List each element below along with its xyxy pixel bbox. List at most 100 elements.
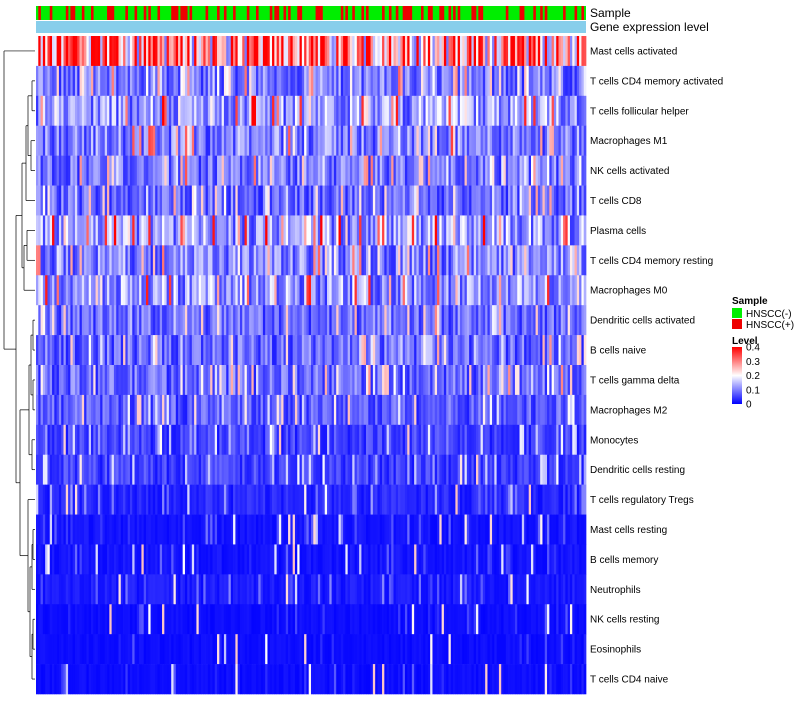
heatmap-cell xyxy=(41,156,44,186)
heatmap-cell xyxy=(490,485,493,515)
heatmap-cell xyxy=(329,515,332,545)
heatmap-cell xyxy=(73,66,76,96)
heatmap-cell xyxy=(494,574,497,604)
heatmap-cell xyxy=(394,275,397,305)
heatmap-cell xyxy=(339,275,342,305)
heatmap-cell xyxy=(38,335,41,365)
heatmap-cell xyxy=(515,215,518,245)
heatmap-cell xyxy=(38,515,41,545)
heatmap-cell xyxy=(105,574,108,604)
heatmap-cell xyxy=(36,305,39,335)
heatmap-cell xyxy=(151,485,154,515)
heatmap-cell xyxy=(196,66,199,96)
heatmap-cell xyxy=(137,245,140,275)
heatmap-cell xyxy=(400,365,403,395)
heatmap-cell xyxy=(102,275,105,305)
heatmap-cell xyxy=(572,544,575,574)
heatmap-cell xyxy=(540,96,543,126)
heatmap-cell xyxy=(258,156,261,186)
heatmap-cell xyxy=(428,96,431,126)
heatmap-cell xyxy=(547,395,550,425)
heatmap-cell xyxy=(357,66,360,96)
heatmap-cell xyxy=(125,245,128,275)
heatmap-cell xyxy=(160,36,163,66)
heatmap-cell xyxy=(144,156,147,186)
heatmap-cell xyxy=(474,485,477,515)
heatmap-cell xyxy=(581,544,584,574)
heatmap-cell xyxy=(403,425,406,455)
heatmap-cell xyxy=(387,455,390,485)
heatmap-cell xyxy=(483,36,486,66)
heatmap-cell xyxy=(210,365,213,395)
heatmap-cell xyxy=(419,604,422,634)
heatmap-cell xyxy=(325,604,328,634)
heatmap-cell xyxy=(366,66,369,96)
heatmap-cell xyxy=(277,186,280,216)
heatmap-cell xyxy=(435,604,438,634)
heatmap-cell xyxy=(437,186,440,216)
heatmap-cell xyxy=(148,335,151,365)
heatmap-cell xyxy=(137,305,140,335)
heatmap-cell xyxy=(288,126,291,156)
heatmap-cell xyxy=(199,96,202,126)
heatmap-cell xyxy=(290,215,293,245)
heatmap-cell xyxy=(43,604,46,634)
heatmap-cell xyxy=(180,515,183,545)
heatmap-cell xyxy=(144,485,147,515)
heatmap-cell xyxy=(449,66,452,96)
heatmap-cell xyxy=(559,574,562,604)
heatmap-cell xyxy=(300,485,303,515)
heatmap-cell xyxy=(531,515,534,545)
heatmap-cell xyxy=(70,66,73,96)
heatmap-cell xyxy=(490,604,493,634)
heatmap-cell xyxy=(501,66,504,96)
heatmap-cell xyxy=(490,455,493,485)
heatmap-cell xyxy=(549,515,552,545)
heatmap-cell xyxy=(192,455,195,485)
heatmap-cell xyxy=(254,455,257,485)
heatmap-cell xyxy=(465,485,468,515)
heatmap-cell xyxy=(517,245,520,275)
heatmap-cell xyxy=(453,36,456,66)
heatmap-cell xyxy=(531,66,534,96)
heatmap-cell xyxy=(277,215,280,245)
heatmap-cell xyxy=(304,335,307,365)
heatmap-cell xyxy=(325,574,328,604)
heatmap-cell xyxy=(201,544,204,574)
heatmap-cell xyxy=(492,126,495,156)
heatmap-cell xyxy=(515,186,518,216)
heatmap-cell xyxy=(350,365,353,395)
heatmap-cell xyxy=(483,485,486,515)
heatmap-cell xyxy=(254,66,257,96)
heatmap-cell xyxy=(144,634,147,664)
heatmap-cell xyxy=(137,515,140,545)
heatmap-cell xyxy=(467,96,470,126)
heatmap-cell xyxy=(508,425,511,455)
heatmap-cell xyxy=(522,485,525,515)
heatmap-cell xyxy=(50,395,53,425)
heatmap-cell xyxy=(80,245,83,275)
heatmap-cell xyxy=(538,335,541,365)
heatmap-cell xyxy=(251,215,254,245)
heatmap-cell xyxy=(112,544,115,574)
heatmap-cell xyxy=(121,425,124,455)
heatmap-cell xyxy=(57,66,60,96)
heatmap-cell xyxy=(442,66,445,96)
heatmap-cell xyxy=(442,36,445,66)
heatmap-cell xyxy=(568,215,571,245)
heatmap-cell xyxy=(192,36,195,66)
heatmap-cell xyxy=(217,574,220,604)
heatmap-cell xyxy=(345,335,348,365)
heatmap-cell xyxy=(180,544,183,574)
heatmap-cell xyxy=(494,395,497,425)
heatmap-cell xyxy=(568,156,571,186)
heatmap-cell xyxy=(423,395,426,425)
heatmap-cell xyxy=(556,544,559,574)
heatmap-cell xyxy=(336,126,339,156)
heatmap-cell xyxy=(160,335,163,365)
heatmap-cell xyxy=(446,455,449,485)
heatmap-cell xyxy=(373,395,376,425)
heatmap-cell xyxy=(102,395,105,425)
heatmap-cell xyxy=(460,544,463,574)
heatmap-cell xyxy=(52,455,55,485)
